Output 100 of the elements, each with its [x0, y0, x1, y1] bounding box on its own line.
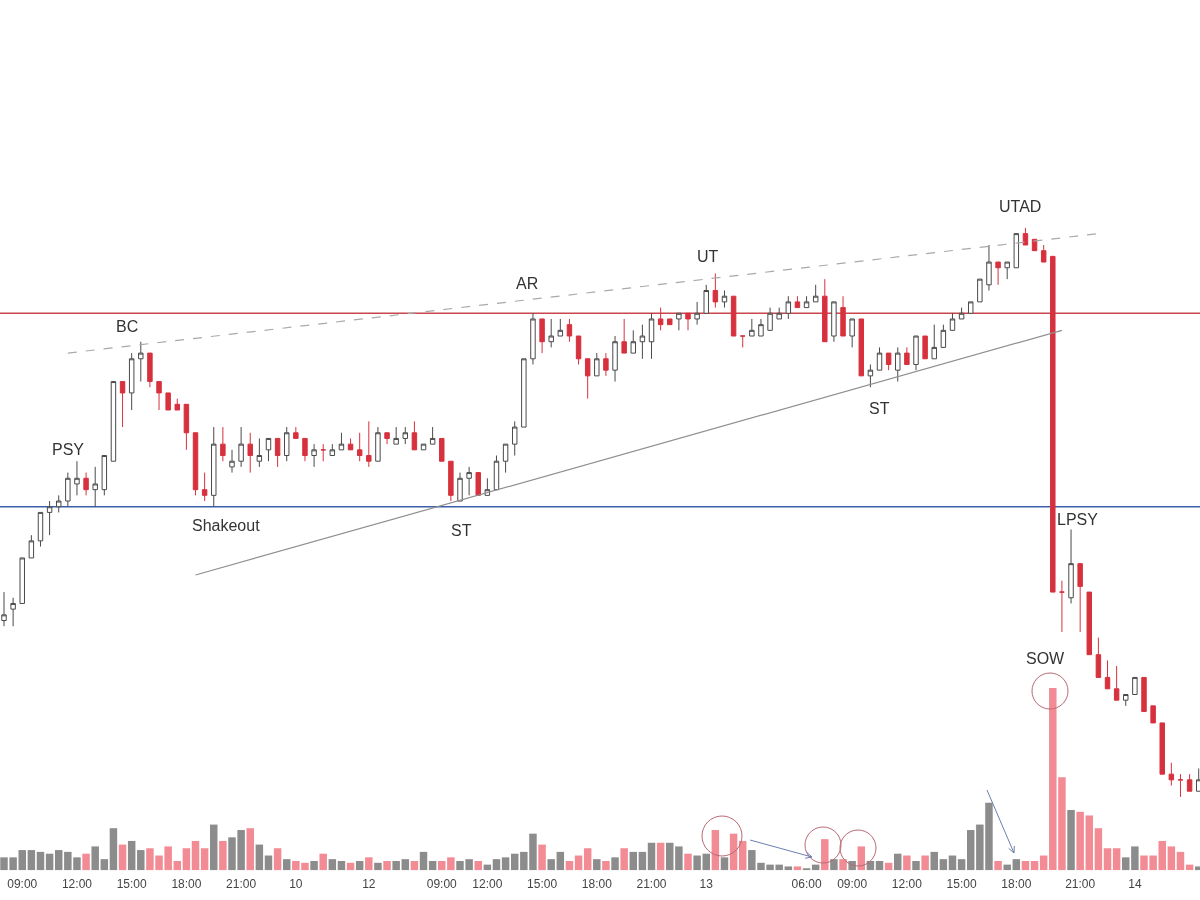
candlestick	[1132, 676, 1138, 695]
candlestick	[703, 284, 709, 314]
candlestick	[904, 346, 910, 365]
bar	[319, 853, 327, 871]
candlestick	[19, 557, 25, 604]
candlestick	[885, 352, 892, 371]
bar	[18, 850, 26, 871]
bar	[921, 855, 929, 871]
bar	[1003, 864, 1011, 871]
candlestick	[1168, 762, 1175, 787]
candlestick	[128, 352, 135, 411]
candlestick	[274, 437, 281, 468]
bar	[346, 862, 355, 871]
bar	[930, 851, 938, 871]
bar	[492, 859, 501, 871]
bar	[1076, 811, 1084, 871]
candlestick	[612, 335, 618, 383]
bar	[328, 859, 337, 871]
x-tick-label: 21:00	[1065, 877, 1096, 891]
bar	[656, 842, 665, 871]
candlestick	[730, 295, 737, 337]
candlestick	[329, 443, 336, 457]
candlestick	[986, 244, 992, 292]
x-tick-label: 14	[1128, 877, 1142, 891]
bar	[602, 860, 610, 871]
bar	[374, 862, 382, 871]
bar	[1194, 866, 1200, 871]
bar	[282, 859, 291, 871]
x-tick-label: 18:00	[581, 877, 613, 891]
candlestick	[1113, 665, 1120, 701]
bar	[574, 855, 583, 871]
candlestick	[721, 290, 728, 309]
candlestick	[758, 318, 764, 337]
candlestick	[138, 341, 144, 383]
annotation: UT	[697, 248, 719, 265]
candlestick	[557, 318, 564, 337]
annotation: AR	[516, 275, 539, 292]
bar	[912, 860, 920, 871]
bar	[210, 824, 218, 871]
candlestick	[457, 472, 463, 502]
bar	[365, 857, 373, 871]
bar	[547, 859, 555, 871]
bar	[1030, 860, 1039, 871]
x-tick-label: 21:00	[636, 877, 667, 891]
candlestick	[1177, 773, 1184, 798]
candlestick	[65, 472, 71, 508]
bar	[337, 860, 346, 871]
candlestick	[548, 318, 554, 348]
candlestick	[858, 318, 865, 377]
bar	[182, 848, 191, 871]
candlestick	[831, 301, 837, 343]
bar	[830, 859, 838, 871]
annotation: BC	[116, 318, 139, 335]
bar	[401, 859, 410, 871]
bar	[200, 848, 209, 871]
x-tick-label: 09:00	[7, 877, 38, 891]
candlestick	[402, 426, 409, 445]
candlestick	[840, 295, 846, 337]
bar	[501, 857, 510, 871]
bar	[638, 851, 647, 871]
bar	[191, 840, 200, 871]
x-tick-label: 09:00	[837, 877, 868, 891]
bar	[1103, 848, 1112, 871]
candlestick	[949, 312, 956, 331]
candlestick	[1, 591, 7, 627]
annotation: LPSY	[1057, 511, 1099, 528]
candlestick	[749, 318, 755, 337]
candlestick	[101, 455, 108, 496]
bar	[939, 859, 948, 871]
candlestick	[1095, 637, 1102, 678]
candlestick	[794, 295, 801, 309]
bar	[894, 853, 902, 871]
candlestick	[1068, 528, 1074, 604]
x-tick-label: 12:00	[472, 877, 503, 891]
candlestick	[74, 460, 80, 496]
bar	[693, 855, 701, 871]
candlestick	[55, 494, 62, 513]
bar	[173, 860, 182, 871]
bar	[1112, 848, 1121, 871]
candlestick	[584, 358, 591, 400]
candlestick	[940, 324, 947, 348]
bar	[127, 840, 136, 871]
x-tick-label: 15:00	[527, 877, 558, 891]
bar	[419, 851, 428, 871]
x-tick-label: 21:00	[226, 877, 257, 891]
candlestick	[995, 261, 1001, 286]
candlestick	[147, 352, 153, 388]
candlestick	[475, 472, 481, 496]
bar	[620, 848, 628, 871]
bar	[392, 860, 400, 871]
bar	[109, 828, 118, 871]
bar	[1085, 815, 1094, 871]
bar	[355, 860, 364, 871]
candlestick	[1022, 227, 1029, 246]
x-tick-label: 09:00	[426, 877, 458, 891]
bar	[1012, 859, 1021, 871]
bar	[45, 853, 54, 871]
candlestick	[539, 318, 545, 354]
candlestick	[375, 426, 381, 462]
candlestick	[511, 420, 518, 457]
